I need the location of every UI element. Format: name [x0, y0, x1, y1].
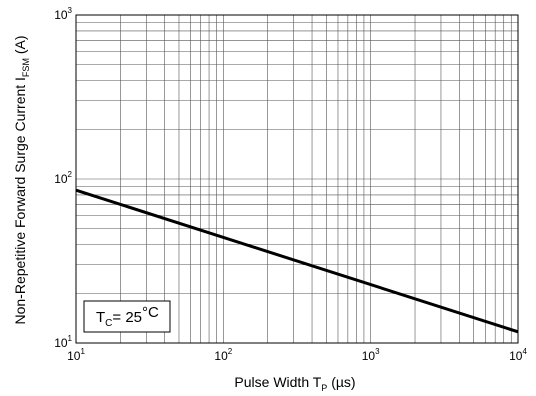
grid: [76, 15, 518, 343]
x-tick-label: 101: [67, 347, 85, 363]
x-tick-label: 104: [509, 347, 527, 363]
y-axis-label: Non-Repetitive Forward Surge Current IFS…: [12, 36, 31, 325]
y-tick-labels: 101 102 103: [54, 6, 72, 350]
annotation-box: [83, 300, 171, 333]
x-tick-label: 103: [362, 347, 380, 363]
y-tick-label: 102: [54, 170, 72, 186]
y-tick-label: 101: [54, 334, 72, 350]
x-tick-label: 102: [214, 347, 232, 363]
annotation-text: TC= 25°C: [96, 304, 159, 329]
plot-frame: [75, 14, 519, 344]
x-tick-labels: 101 102 103 104: [67, 347, 527, 363]
x-axis-label: Pulse Width TP (µs): [234, 374, 355, 393]
y-tick-label: 103: [54, 6, 72, 22]
series-group: [75, 188, 519, 334]
surge-current-line: [75, 188, 519, 334]
temperature-annotation: TC= 25°C: [83, 300, 171, 333]
